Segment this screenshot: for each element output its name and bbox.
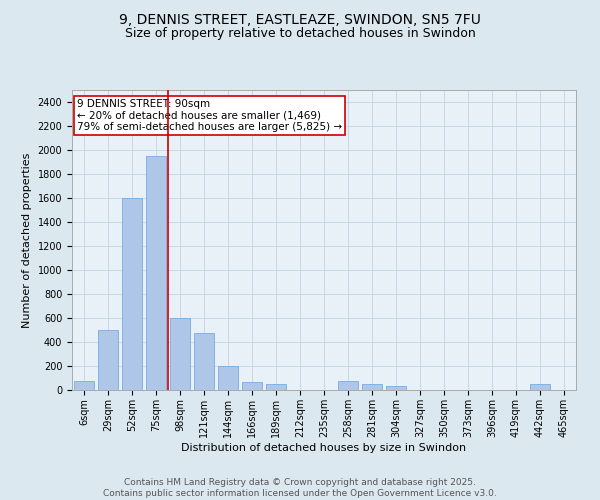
X-axis label: Distribution of detached houses by size in Swindon: Distribution of detached houses by size …	[181, 442, 467, 452]
Bar	[386, 386, 406, 390]
Text: 9, DENNIS STREET, EASTLEAZE, SWINDON, SN5 7FU: 9, DENNIS STREET, EASTLEAZE, SWINDON, SN…	[119, 12, 481, 26]
Y-axis label: Number of detached properties: Number of detached properties	[22, 152, 32, 328]
Bar	[122, 198, 142, 390]
Bar	[74, 381, 94, 390]
Bar	[194, 333, 214, 390]
Text: Contains HM Land Registry data © Crown copyright and database right 2025.
Contai: Contains HM Land Registry data © Crown c…	[103, 478, 497, 498]
Bar	[338, 381, 358, 390]
Bar	[242, 382, 262, 390]
Text: Size of property relative to detached houses in Swindon: Size of property relative to detached ho…	[125, 28, 475, 40]
Text: 9 DENNIS STREET: 90sqm
← 20% of detached houses are smaller (1,469)
79% of semi-: 9 DENNIS STREET: 90sqm ← 20% of detached…	[77, 99, 342, 132]
Bar	[218, 366, 238, 390]
Bar	[146, 156, 166, 390]
Bar	[530, 384, 550, 390]
Bar	[362, 384, 382, 390]
Bar	[170, 318, 190, 390]
Bar	[98, 330, 118, 390]
Bar	[266, 384, 286, 390]
